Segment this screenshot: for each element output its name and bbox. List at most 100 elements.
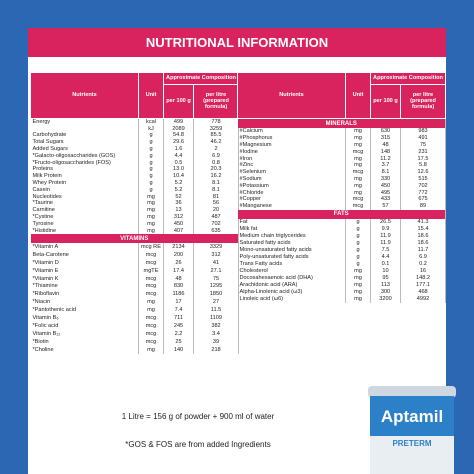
table-cell: 4.4 [163, 152, 194, 160]
table-row: #Iodine mcg 148 231 [237, 148, 446, 156]
table-row: kJ 2089 3259 [30, 125, 239, 133]
table-cell: 2.2 [163, 329, 194, 338]
table-cell: g [138, 138, 164, 146]
table-cell: Energy [30, 118, 139, 126]
table-cell: 3200 [370, 295, 401, 303]
table-cell: 312 [163, 213, 194, 221]
table-row: #Selenium mcg 8.1 12.6 [237, 168, 446, 176]
table-cell: *Fructo-oligosaccharides (FOS) [30, 159, 139, 167]
table-cell: 89 [400, 202, 446, 210]
product-can: Aptamil PRETERM [368, 386, 456, 474]
table-cell: mcg [345, 202, 371, 210]
header-cell: Nutrients [237, 72, 346, 119]
table-row: Total Sugars g 29.6 46.2 [30, 138, 239, 146]
table-cell: Vitamin B₁₂ [30, 329, 139, 338]
table-cell: 231 [400, 148, 446, 156]
table-cell: 54.8 [163, 132, 194, 139]
table-cell [30, 125, 139, 133]
table-cell: 245 [163, 321, 194, 330]
header-cell: Unit [345, 72, 371, 119]
table-cell: 140 [163, 345, 194, 354]
table-cell: 450 [370, 182, 401, 190]
table-cell: 113 [370, 281, 401, 289]
table-cell: 11.9 [370, 232, 401, 240]
table-cell: mcg RE [138, 243, 164, 251]
table-cell: *Cystine [30, 213, 139, 221]
table-cell: 1850 [193, 290, 239, 299]
table-row: *Niacin mg 17 27 [30, 298, 239, 307]
table-cell: *Vitamin D [30, 258, 139, 267]
table-cell: mg [345, 288, 371, 296]
table-cell: 7.4 [163, 306, 194, 315]
table-cell: 312 [193, 250, 239, 259]
table-cell: 27.1 [193, 266, 239, 275]
table-cell: 5.8 [400, 161, 446, 169]
table-row: Added Sugars g 1.6 2 [30, 145, 239, 153]
table-cell: *Biotin [30, 337, 139, 346]
table-cell: 148.2 [400, 274, 446, 282]
table-cell: 18.6 [400, 232, 446, 240]
table-row: #Copper mcg 433 675 [237, 195, 446, 203]
table-cell: 1186 [163, 290, 194, 299]
table-cell: mg [345, 175, 371, 183]
table-cell: 407 [163, 227, 194, 235]
table-cell: 300 [370, 288, 401, 296]
header-row: per 100 g per litre (prepared formula) [238, 84, 446, 119]
table-row: Vitamin B₆ mcg 711 1109 [30, 314, 239, 322]
table-cell: 4992 [400, 295, 446, 303]
table-row: *Histidine mg 407 635 [30, 227, 239, 235]
table-cell: Mono-unsaturated fatty acids [237, 246, 346, 254]
table-cell: 15.4 [400, 225, 446, 233]
table-row: Energy kcal 499 778 [30, 118, 239, 126]
table-cell: 52 [163, 193, 194, 201]
table-row: *Fructo-oligosaccharides (FOS) g 0.5 0.8 [30, 159, 239, 167]
table-cell: *Pantothenic acid [30, 306, 139, 315]
table-cell: 6.9 [193, 152, 239, 160]
table-cell: Carbohydrate [30, 132, 139, 139]
table-cell: mg [345, 134, 371, 142]
table-row: *Thiamine mcg 830 1295 [30, 282, 239, 291]
table-cell: mcg [345, 195, 371, 203]
table-cell: g [138, 186, 164, 194]
table-row: Arachidonic acid (ARA) mg 113 177.1 [237, 281, 446, 289]
table-cell: 56 [193, 200, 239, 207]
table-cell: #Chloride [237, 189, 346, 196]
table-cell: g [138, 152, 164, 160]
variant: PRETERM [392, 439, 431, 448]
table-row: Alpha-Linolenic acid (ω3) mg 300 468 [237, 288, 446, 296]
table-cell: g [138, 159, 164, 167]
table-row: #Iron mg 11.2 17.5 [237, 155, 446, 162]
table-cell: mg [138, 193, 164, 201]
table-cell: 630 [370, 128, 401, 135]
table-cell: Saturated fatty acids [237, 239, 346, 247]
header-cell: per 100 g [370, 84, 401, 119]
table-row: Nucleotides mg 52 81 [30, 193, 239, 201]
table-cell: Casein [30, 186, 139, 194]
table-cell: 27 [193, 298, 239, 307]
table-cell: 4.4 [370, 253, 401, 261]
can-label [370, 396, 454, 436]
table-cell: 2 [193, 145, 239, 153]
table-cell: kcal [138, 118, 164, 126]
table-cell: mg [138, 213, 164, 221]
table-cell: 315 [370, 134, 401, 142]
table-cell: 1.6 [163, 145, 194, 153]
table-cell: 10.4 [163, 172, 194, 180]
table-row: *Choline mg 140 218 [30, 345, 239, 354]
table-cell: g [345, 260, 371, 268]
table-cell: 1295 [193, 282, 239, 291]
table-cell: Beta-Carotene [30, 250, 139, 259]
table-row: *Cystine mg 312 487 [30, 213, 239, 221]
table-cell: 11.7 [400, 246, 446, 254]
table-cell: mg [345, 274, 371, 282]
table-cell: 491 [400, 134, 446, 142]
nutrition-table: Nutrients Unit Approximate Composition per … [237, 71, 446, 303]
table-cell: 487 [193, 213, 239, 221]
table-cell: 1109 [193, 314, 239, 322]
table-cell: 8.1 [370, 168, 401, 176]
table-cell: 13 [163, 206, 194, 214]
table-row: #Sodium mg 330 515 [237, 175, 446, 183]
